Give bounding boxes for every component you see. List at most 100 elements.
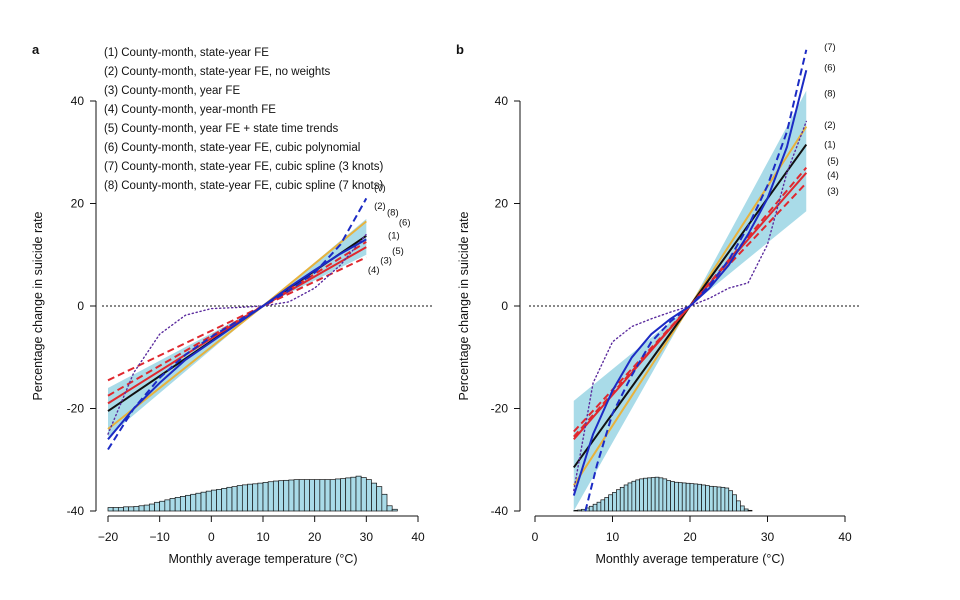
panel-b-y-axis-title: Percentage change in suicide rate: [457, 211, 471, 400]
panel-a-y-tick-label: 40: [71, 94, 85, 108]
panel-a-histogram-bar: [216, 489, 223, 512]
panel-b-histogram-bar: [592, 503, 598, 512]
panel-a-histogram-bar: [257, 482, 264, 512]
panel-a-x-axis-title: Monthly average temperature (°C): [168, 552, 357, 566]
panel-a-confidence-band: [108, 218, 367, 437]
panel-a-histogram-bar: [143, 504, 150, 512]
panel-a-histogram-bar: [267, 481, 274, 512]
panel-b-y-tick-label: 20: [495, 197, 509, 211]
panel-b-histogram-bar: [662, 478, 668, 512]
panel-b-x-tick-label: 40: [838, 530, 852, 544]
panel-a-histogram-bar: [123, 506, 130, 512]
panel-a-histogram-bar: [226, 486, 233, 512]
panel-a-y-tick-label: -20: [67, 402, 85, 416]
panel-b-histogram-bar: [736, 500, 741, 512]
panel-b-histogram-bar: [639, 478, 644, 512]
panel-b-histogram-bar: [654, 476, 660, 512]
panel-b-histogram-bar: [728, 490, 733, 512]
panel-b-series-5-line: [573, 166, 808, 438]
panel-a-histogram-bar: [164, 499, 171, 512]
panel-b-series-7-line: [584, 49, 808, 512]
panel-a-x-tick-label: 20: [308, 530, 322, 544]
panel-a-histogram-bar: [365, 479, 372, 512]
panel-b-y-tick-label: -40: [491, 504, 509, 518]
panel-a-series-7-line: [107, 197, 368, 451]
panel-a-histogram-bar: [298, 479, 305, 512]
panel-a-histogram-bar: [340, 478, 347, 512]
panel-a-histogram-bar: [148, 503, 155, 512]
panel-a-line-label: (6): [399, 217, 411, 228]
panel-a-line-label: (3): [380, 255, 392, 266]
panel-a-line-label: (1): [388, 230, 400, 241]
panel-b-histogram-bar: [716, 486, 722, 512]
panel-b-histogram-bar: [647, 477, 652, 512]
panel-b-histogram-bar: [623, 484, 629, 512]
panel-b-x-tick-label: 0: [532, 530, 539, 544]
panel-a-series-8-line: [107, 233, 367, 435]
panel-b-histogram-bar: [604, 497, 609, 512]
panel-b-histogram-bar: [689, 483, 695, 512]
panel-b-x-tick-label: 30: [761, 530, 775, 544]
panel-a-plot-area: (7) (2)(8)(6) (1) (5)(3)(4): [102, 183, 432, 512]
panel-b-histogram-bar: [681, 482, 687, 512]
panel-a-histogram-bar: [371, 482, 378, 512]
panel-a-histogram-bar: [179, 496, 186, 512]
panel-b-histogram-bar: [732, 494, 737, 512]
panel-a-histogram-bar: [247, 483, 254, 512]
panel-b-line-label: (6): [824, 63, 836, 74]
panel-a-histogram-bar: [128, 506, 135, 512]
panel-a-histogram-bar: [221, 487, 228, 512]
panel-a-histogram-bar: [195, 492, 202, 512]
legend-item-1: (1) County-month, state-year FE: [104, 47, 269, 59]
panel-b-histogram-bar: [627, 482, 633, 512]
panel-a-line-label: (2): [374, 201, 386, 212]
panel-b-histogram-bar: [600, 499, 606, 512]
panel-a-y-tick-label: 20: [71, 197, 85, 211]
panel-b-y-tick-label: 0: [501, 299, 508, 313]
panel-a-histogram-bar: [350, 476, 357, 512]
panel-a-histogram-bar: [154, 501, 161, 512]
panel-b-histogram-bar: [674, 481, 679, 512]
panel-a-histogram-bar: [293, 479, 300, 512]
panel-a-histogram-bar: [262, 482, 269, 512]
panel-b-histogram-bar: [658, 477, 664, 512]
panel-a-y-axis-title: Percentage change in suicide rate: [31, 211, 45, 400]
panel-a-histogram-bar: [190, 493, 197, 512]
panel-a-histogram-bar: [169, 498, 176, 512]
legend-item-3: (3) County-month, year FE: [104, 85, 240, 97]
panel-b-x-tick-label: 10: [606, 530, 620, 544]
panel-b-x-axis-title: Monthly average temperature (°C): [595, 552, 784, 566]
panel-b-histogram-bar: [631, 480, 637, 512]
panel-a-histogram-bar: [376, 486, 383, 512]
panel-b-histogram-bar: [709, 485, 714, 512]
legend-item-8: (8) County-month, state-year FE, cubic s…: [104, 180, 383, 192]
panel-b-histogram-bar: [670, 481, 675, 512]
panel-a-histogram-bar: [381, 493, 388, 512]
panel-a-histogram-bar: [231, 486, 238, 512]
panel-b-line-label: (4): [827, 170, 839, 181]
panel-b-line-label: (3): [827, 186, 839, 197]
panel-b-histogram-bar: [650, 477, 656, 512]
panel-b-histogram-bar: [712, 486, 718, 512]
panel-b-y-tick-label: 40: [495, 94, 509, 108]
panel-b-histogram-bar: [724, 487, 730, 512]
panel-b-histogram-bar: [635, 479, 640, 512]
panel-a-histogram-bar: [200, 491, 207, 512]
panel-b-histogram-bar: [612, 492, 617, 512]
panel-b-histogram-bar: [720, 486, 726, 512]
panel-b-line-label: (7): [824, 42, 836, 53]
panel-b-line-label: (1): [824, 140, 836, 151]
panel-b-histogram-bar: [678, 482, 683, 512]
panel-a-x-tick-label: 0: [208, 530, 215, 544]
panel-a-x-tick-label: −20: [98, 530, 119, 544]
panel-a-histogram-bar: [386, 505, 393, 512]
panel-a-histogram-bar: [117, 507, 124, 512]
panel-a-line-label: (7): [374, 183, 386, 194]
panel-b-histogram-bar: [701, 484, 706, 512]
panel-a-histogram-bar: [236, 485, 243, 512]
panel-a-histogram-bar: [303, 479, 310, 512]
panel-a-histogram-bar: [329, 479, 336, 512]
panel-a-histogram-bar: [345, 477, 352, 512]
panel-b-histogram-bar: [740, 505, 745, 512]
